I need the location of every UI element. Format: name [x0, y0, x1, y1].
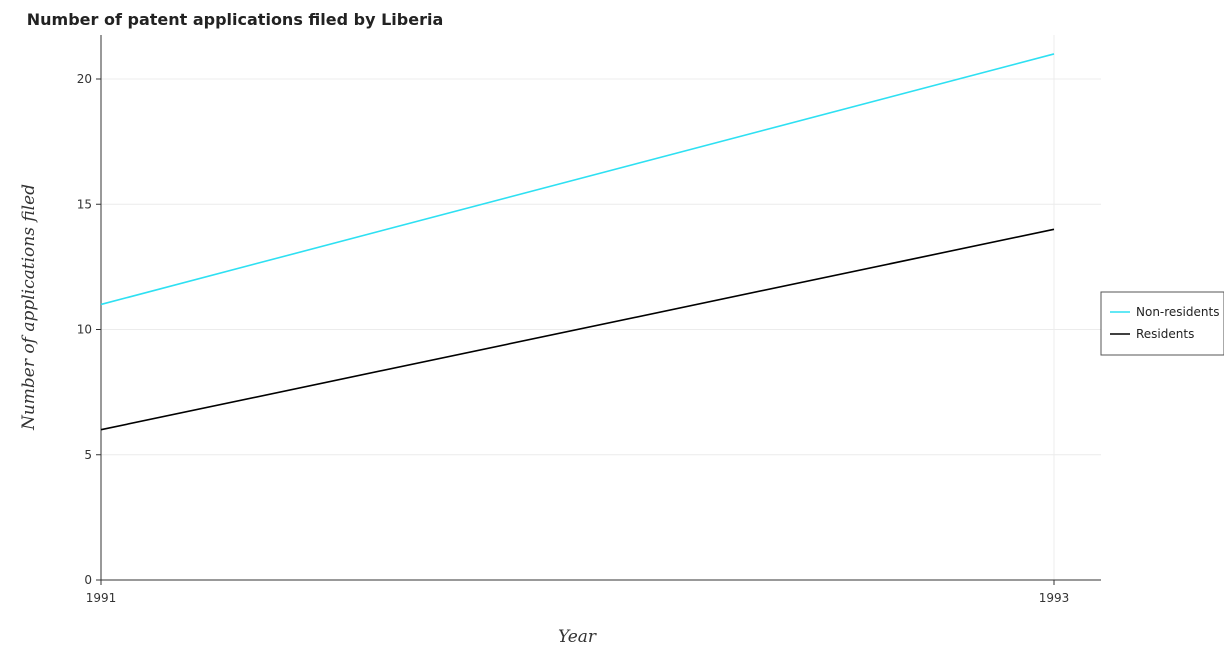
legend: Non-residents Residents [1100, 291, 1224, 356]
y-tick-label: 15 [77, 197, 92, 211]
y-tick-label: 5 [84, 448, 92, 462]
series-line-non-residents [100, 53, 1055, 306]
plot-area: 0 5 10 15 20 1991 1993 [77, 35, 1101, 605]
legend-label-non-residents: Non-residents [1136, 305, 1219, 319]
y-tick-label: 10 [77, 323, 92, 337]
legend-box [1100, 291, 1224, 356]
x-tick-label: 1993 [1039, 591, 1070, 605]
y-axis-label: Number of applications filed [19, 184, 39, 431]
plot-background [101, 35, 1101, 580]
series-line-residents [100, 228, 1055, 431]
x-axis-label: Year [558, 627, 597, 647]
y-tick-label: 0 [84, 573, 92, 587]
x-tick-label: 1991 [86, 591, 117, 605]
legend-label-residents: Residents [1136, 327, 1194, 341]
y-tick-label: 20 [77, 72, 92, 86]
chart-title: Number of patent applications filed by L… [27, 10, 444, 29]
